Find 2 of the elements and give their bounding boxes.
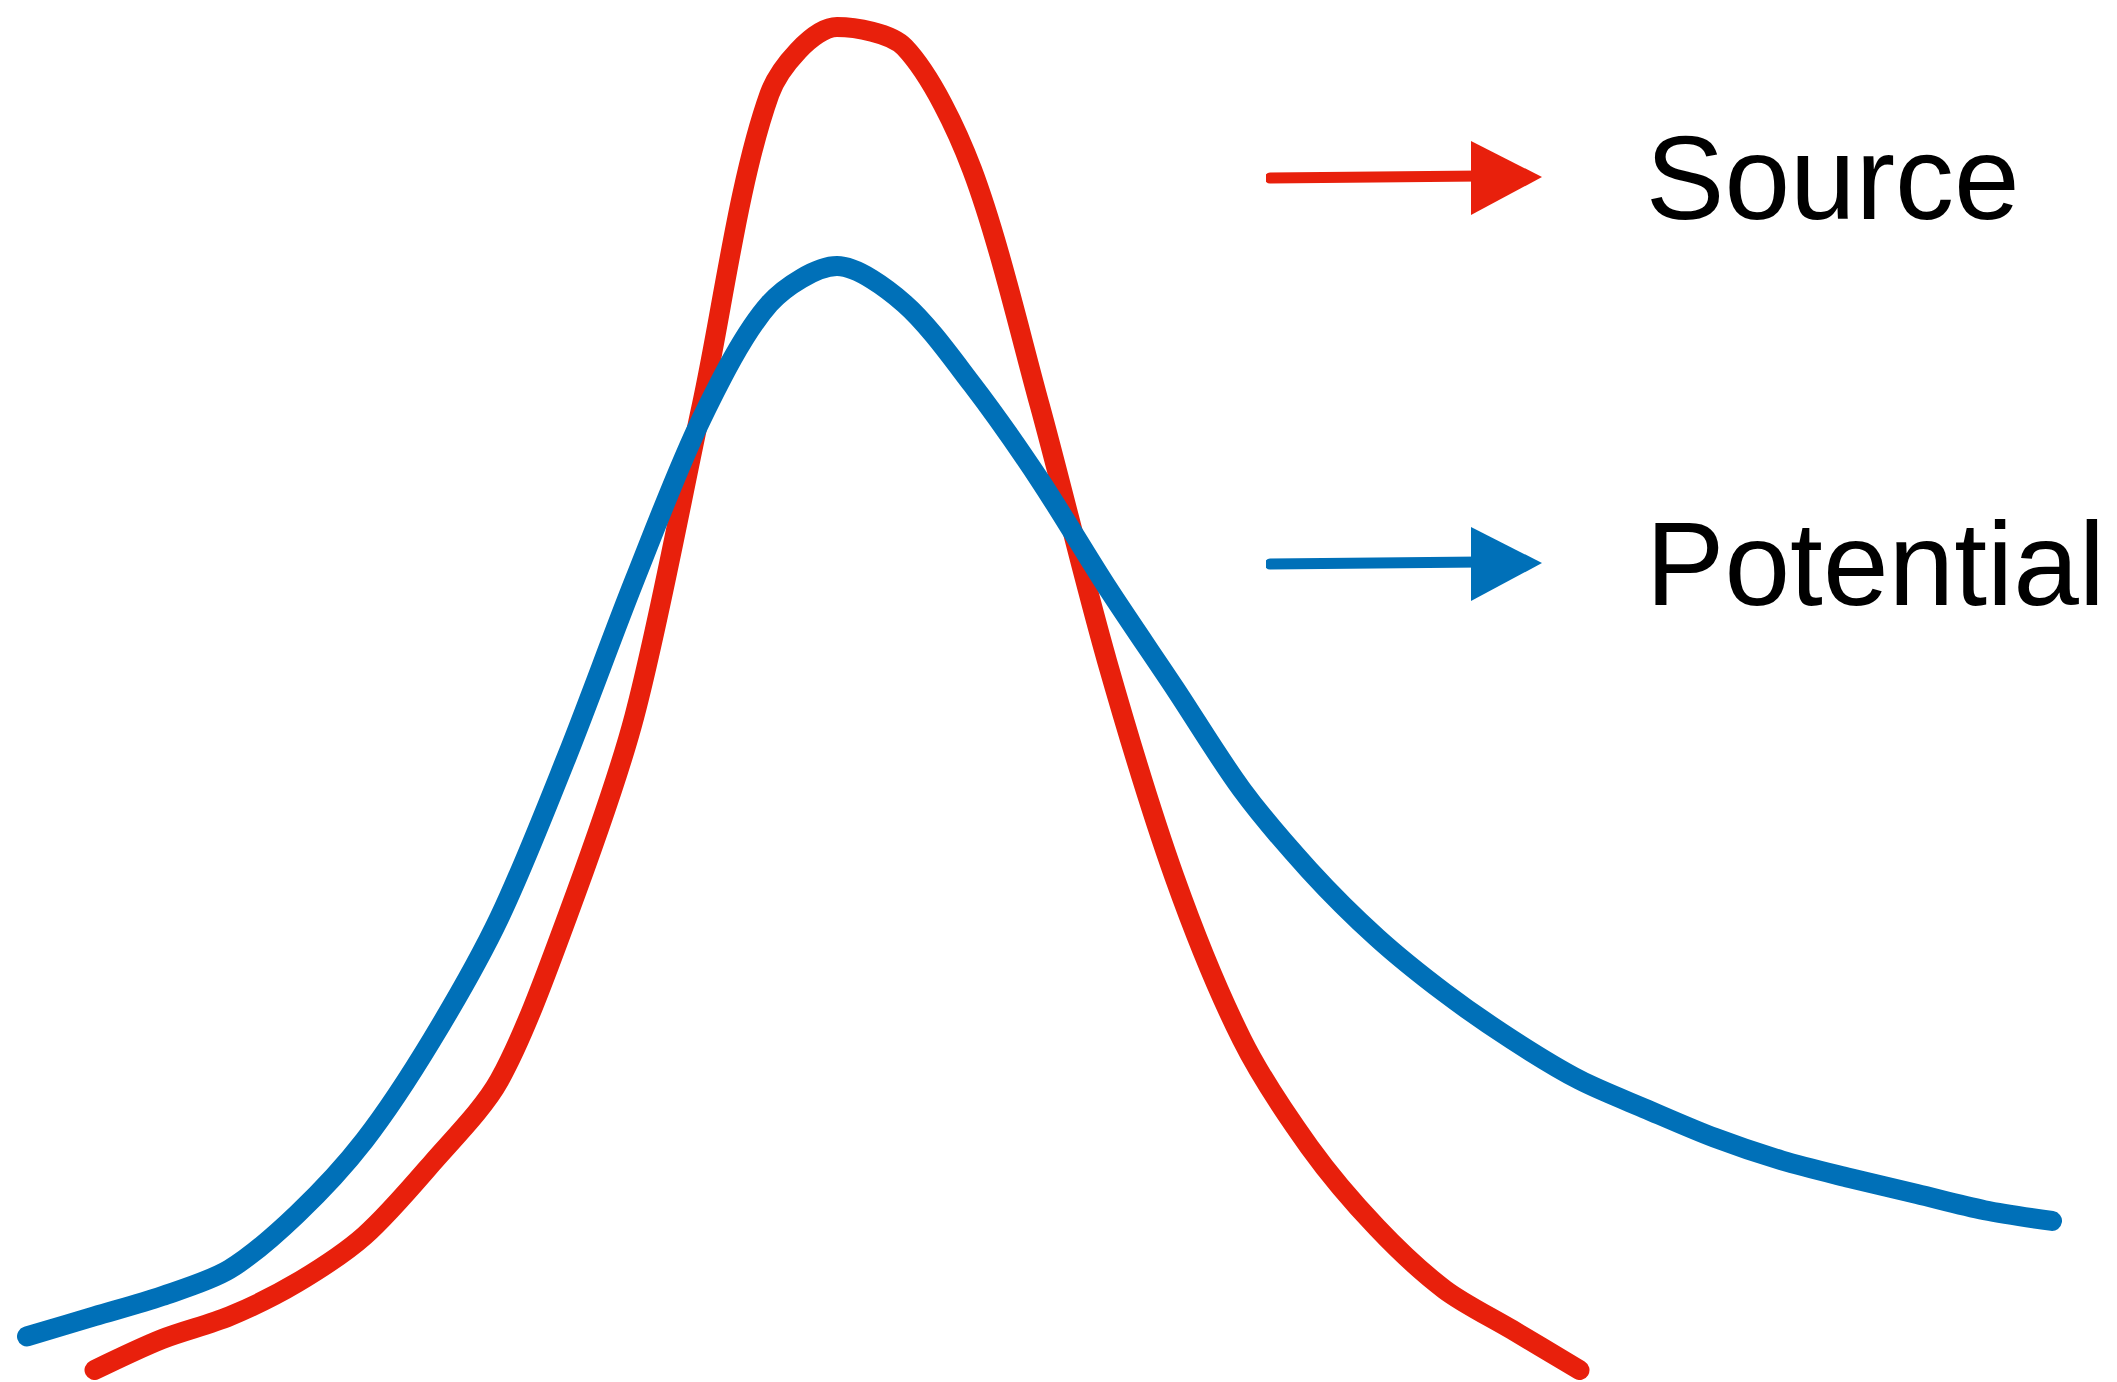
legend-label: Potential (1645, 497, 2105, 632)
legend-label: Source (1645, 111, 2020, 246)
